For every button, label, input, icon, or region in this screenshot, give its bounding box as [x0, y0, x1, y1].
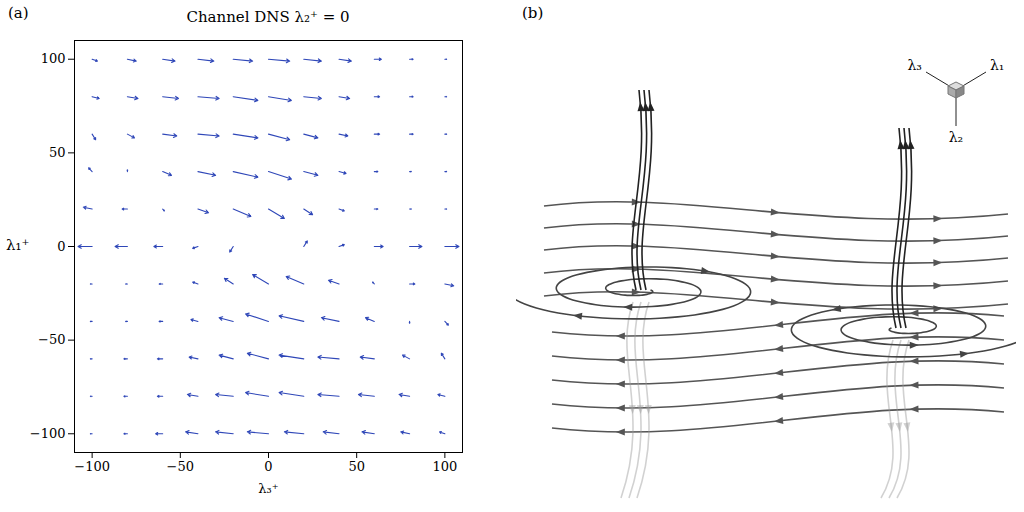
html-text:(a): (a)	[8, 4, 29, 22]
svg-text:50: 50	[348, 459, 365, 474]
svg-text:100: 100	[432, 459, 457, 474]
svg-text:0: 0	[57, 239, 65, 254]
html-text:λ₁⁺: λ₁⁺	[6, 236, 30, 254]
html-text:(b): (b)	[522, 4, 544, 22]
svg-text:−100: −100	[74, 459, 110, 474]
svg-text:−50: −50	[167, 459, 194, 474]
svg-text:λ₃⁺: λ₃⁺	[258, 481, 278, 496]
svg-text:−50: −50	[38, 332, 65, 347]
svg-text:50: 50	[49, 145, 66, 160]
svg-text:λ₁: λ₁	[990, 57, 1005, 73]
svg-text:λ₂: λ₂	[949, 129, 964, 145]
html-text:Channel DNS λ₂⁺ = 0: Channel DNS λ₂⁺ = 0	[186, 8, 350, 26]
svg-text:−100: −100	[30, 426, 66, 441]
svg-text:0: 0	[264, 459, 272, 474]
svg-text:100: 100	[41, 51, 66, 66]
svg-text:λ₃: λ₃	[908, 57, 923, 73]
